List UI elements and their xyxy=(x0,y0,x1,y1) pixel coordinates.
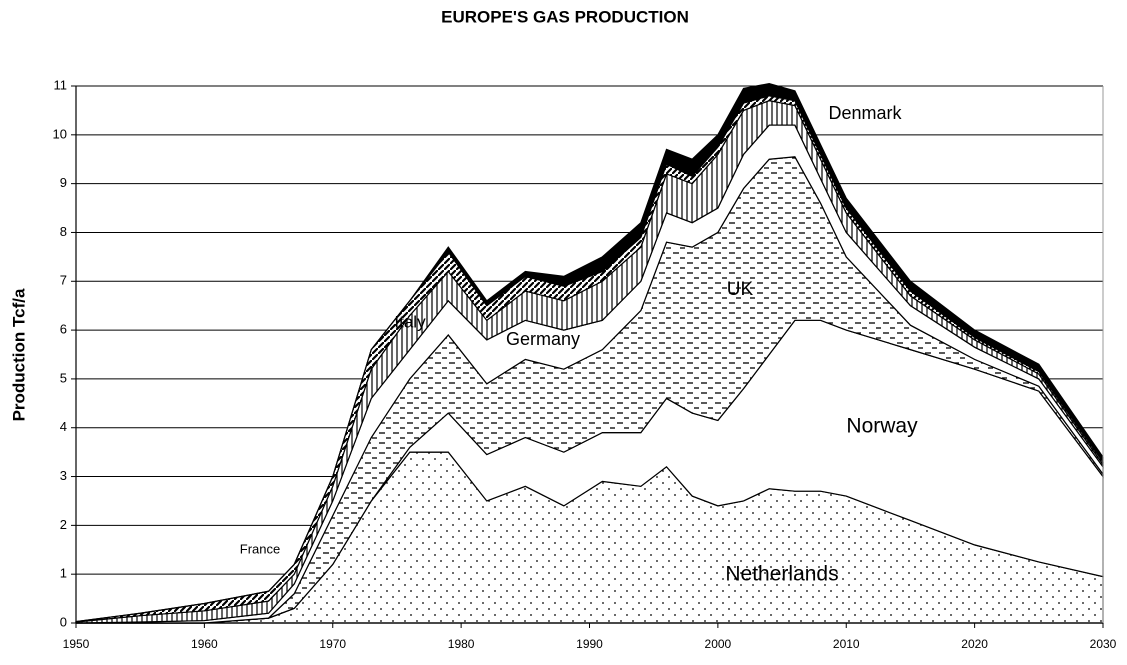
y-tick-label: 3 xyxy=(60,468,67,483)
y-tick-label: 6 xyxy=(60,322,67,337)
y-tick-label: 1 xyxy=(60,566,67,581)
y-tick-label: 11 xyxy=(54,77,68,92)
x-tick-label: 1950 xyxy=(63,637,90,651)
chart-title: EUROPE'S GAS PRODUCTION xyxy=(441,7,689,26)
series-label: Norway xyxy=(846,415,918,438)
series-label: Italy xyxy=(394,312,426,331)
x-tick-label: 2010 xyxy=(833,637,860,651)
series-label: Denmark xyxy=(828,103,902,123)
x-tick-label: 1970 xyxy=(319,637,346,651)
x-tick-label: 1980 xyxy=(448,637,475,651)
y-tick-label: 0 xyxy=(60,614,67,629)
y-tick-label: 10 xyxy=(53,126,67,141)
y-tick-label: 2 xyxy=(60,517,67,532)
y-axis-label: Production Tcf/a xyxy=(9,288,28,421)
series-label: Netherlands xyxy=(725,563,838,586)
series-label: Germany xyxy=(506,329,580,349)
x-tick-label: 2020 xyxy=(961,637,988,651)
series-label: UK xyxy=(727,279,754,300)
x-tick-label: 2000 xyxy=(705,637,732,651)
series-label: France xyxy=(240,541,280,556)
y-tick-label: 5 xyxy=(60,370,67,385)
x-tick-label: 2030 xyxy=(1090,637,1117,651)
x-tick-label: 1960 xyxy=(191,637,218,651)
y-tick-label: 7 xyxy=(60,273,67,288)
y-tick-label: 8 xyxy=(60,224,67,239)
y-tick-label: 9 xyxy=(60,175,67,190)
x-tick-label: 1990 xyxy=(576,637,603,651)
y-tick-label: 4 xyxy=(60,419,67,434)
